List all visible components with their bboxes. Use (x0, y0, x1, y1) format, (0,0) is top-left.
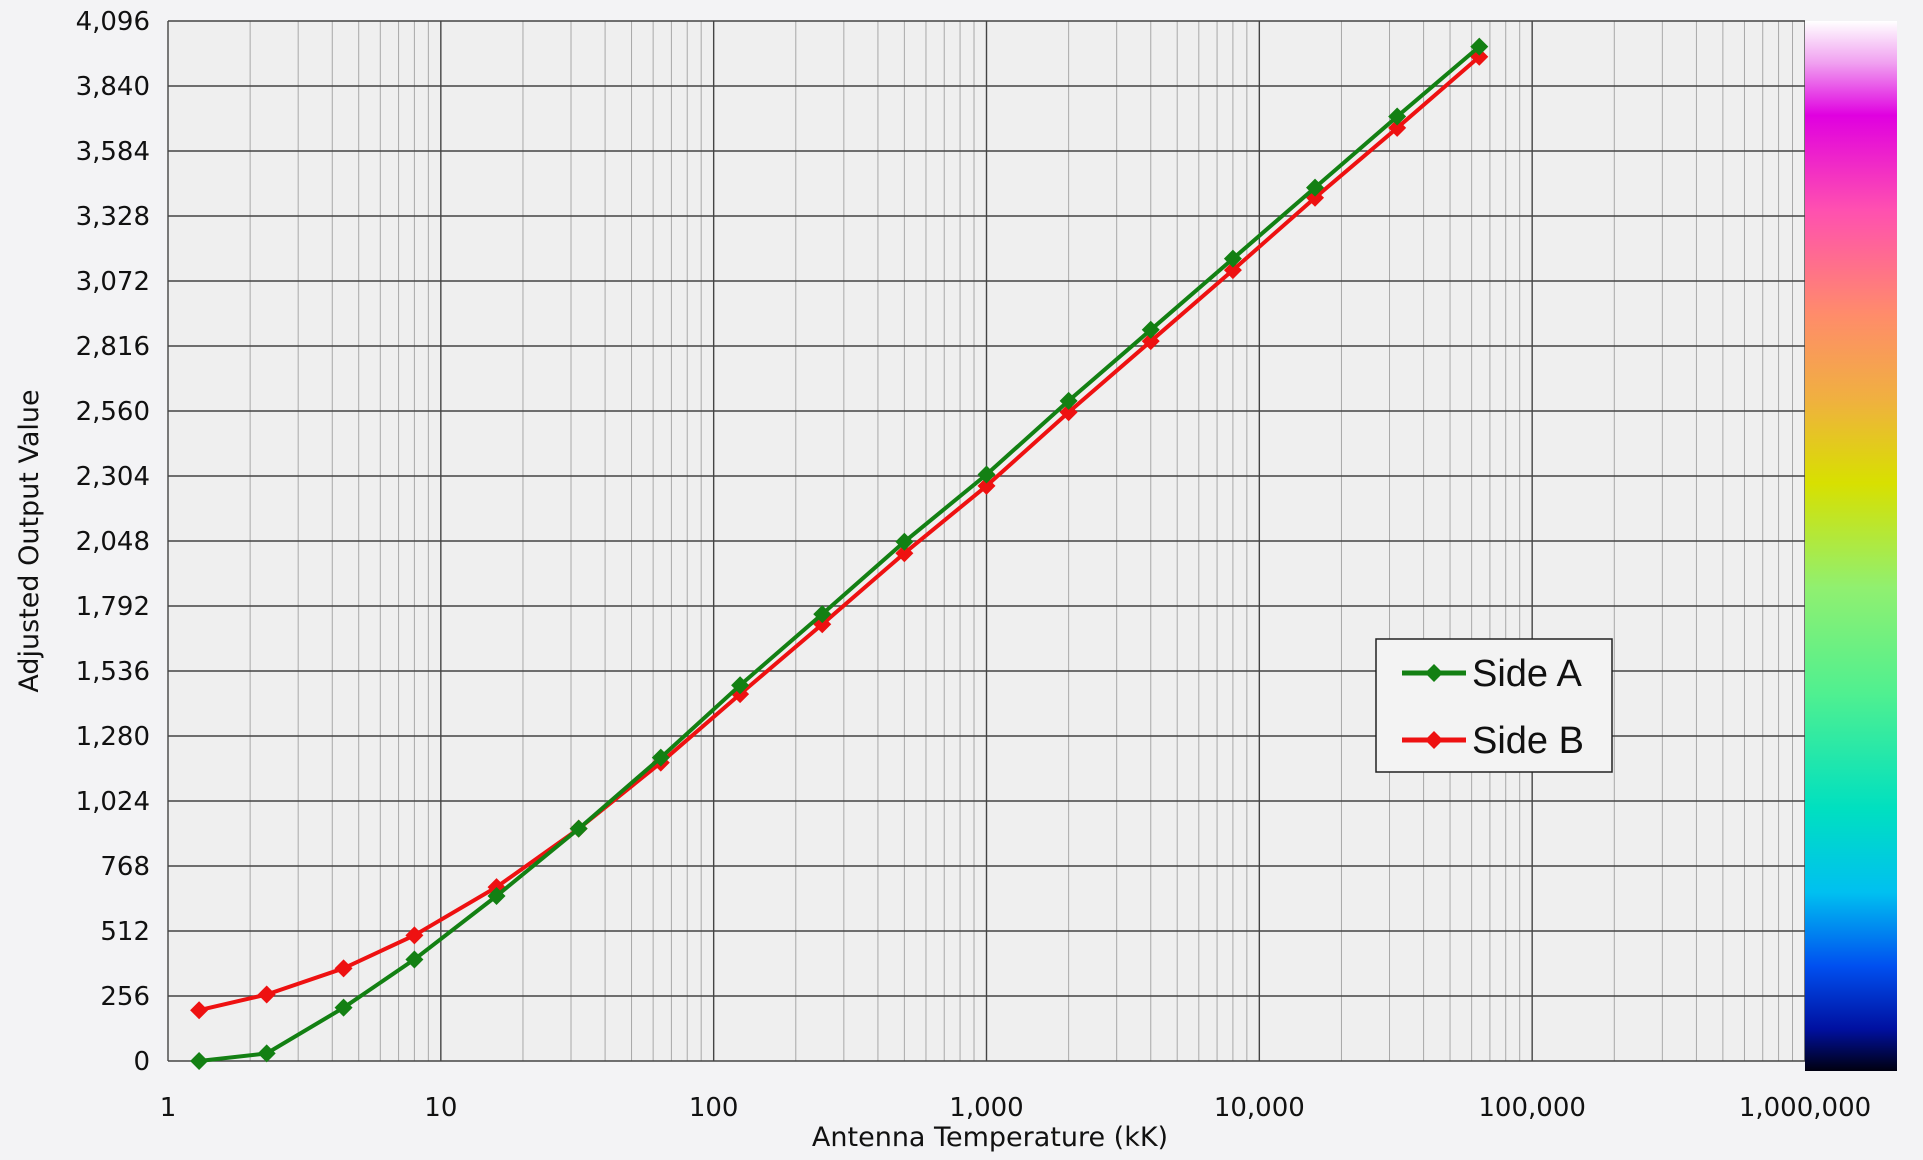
x-tick-label: 10 (424, 1093, 457, 1123)
data-point-side-b (1388, 118, 1407, 137)
y-tick-label: 768 (100, 852, 150, 882)
y-tick-label: 0 (133, 1047, 150, 1077)
colorbar (1805, 21, 1897, 1071)
y-tick-label: 3,584 (76, 137, 150, 167)
data-point-side-a (651, 748, 670, 767)
data-point-side-a (813, 605, 832, 624)
y-tick-label: 1,024 (76, 787, 150, 817)
y-tick-label: 3,072 (76, 267, 150, 297)
x-tick-label: 1 (160, 1093, 177, 1123)
y-tick-label: 2,048 (76, 527, 150, 557)
legend-box (1375, 638, 1613, 773)
y-tick-label: 3,840 (76, 72, 150, 102)
y-tick-label: 1,280 (76, 722, 150, 752)
data-point-side-a (977, 465, 996, 484)
y-tick-label: 512 (100, 917, 150, 947)
data-point-side-b (190, 1001, 209, 1020)
legend-label-side-b: Side B (1472, 720, 1584, 762)
data-point-side-b (405, 926, 424, 945)
data-point-side-a (1388, 107, 1407, 126)
data-point-side-b (1223, 261, 1242, 280)
data-point-side-b (1059, 403, 1078, 422)
x-tick-label: 1,000,000 (1739, 1093, 1871, 1123)
x-tick-label: 100,000 (1478, 1093, 1586, 1123)
data-point-side-b (334, 959, 353, 978)
y-tick-label: 2,816 (76, 332, 150, 362)
legend: Side A Side B (1375, 638, 1613, 773)
y-tick-labels: 0 256 512 768 1,024 1,280 1,536 1,792 2,048 2,304… (76, 7, 150, 1077)
y-tick-label: 1,792 (76, 592, 150, 622)
data-point-side-a (334, 998, 353, 1017)
x-tick-label: 100 (689, 1093, 739, 1123)
x-tick-label: 10,000 (1214, 1093, 1305, 1123)
data-point-side-a (405, 950, 424, 969)
data-point-side-b (977, 476, 996, 495)
data-point-side-a (487, 886, 506, 905)
y-tick-label: 1,536 (76, 657, 150, 687)
legend-label-side-a: Side A (1472, 653, 1583, 695)
data-point-side-a (1306, 178, 1325, 197)
y-tick-label: 2,304 (76, 462, 150, 492)
y-axis-title: Adjusted Output Value (14, 389, 45, 692)
data-point-side-a (190, 1052, 209, 1070)
x-tick-label: 1,000 (949, 1093, 1023, 1123)
data-point-side-a (1141, 320, 1160, 339)
legend-marker-side-b (1425, 731, 1443, 749)
data-point-side-a (1223, 249, 1242, 268)
data-point-side-a (731, 676, 750, 695)
data-point-side-b (257, 985, 276, 1004)
x-tick-labels: 1 10 100 1,000 10,000 100,000 1,000,000 (160, 1093, 1871, 1123)
data-point-side-a (569, 819, 588, 838)
data-point-side-a (257, 1044, 276, 1063)
data-point-side-a (895, 532, 914, 551)
data-point-side-b (895, 544, 914, 563)
legend-marker-side-a (1425, 664, 1443, 682)
y-tick-label: 4,096 (76, 7, 150, 37)
data-point-side-a (1059, 391, 1078, 410)
data-point-side-a (1470, 37, 1489, 56)
y-tick-label: 2,560 (76, 397, 150, 427)
data-point-side-b (1141, 332, 1160, 351)
y-tick-label: 256 (100, 982, 150, 1012)
y-tick-label: 3,328 (76, 202, 150, 232)
series-layer (190, 37, 1489, 1070)
x-axis-title: Antenna Temperature (kK) (812, 1122, 1168, 1153)
